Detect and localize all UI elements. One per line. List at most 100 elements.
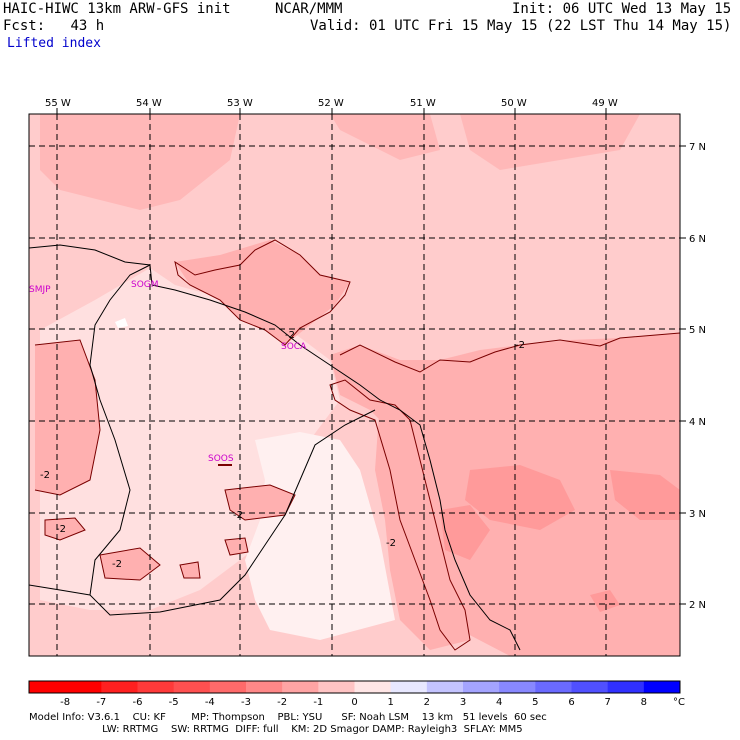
colorbar-tick-label: 1 — [387, 697, 393, 708]
colorbar-swatch — [499, 681, 536, 693]
colorbar-swatch — [535, 681, 572, 693]
fill-north-darker-1 — [40, 114, 240, 210]
fill-deep-2 — [610, 470, 680, 520]
lon-label-53w: 53 W — [227, 98, 253, 109]
colorbar-frame — [28, 680, 681, 694]
colorbar-swatch — [101, 681, 138, 693]
contour-east — [339, 332, 680, 373]
colorbar-swatch — [65, 681, 102, 693]
lon-label-49w: 49 W — [592, 98, 618, 109]
fill-deep-1 — [465, 465, 575, 530]
colorbar-tick-label: -8 — [60, 697, 70, 708]
contour-label: -2 — [40, 470, 50, 481]
colorbar: -8 -7 -6 -5 -4 -3 -2 -1 0 1 2 3 4 5 6 7 8 — [28, 680, 681, 708]
colorbar-tick-label: 5 — [532, 697, 538, 708]
fill-blob-sw3 — [180, 562, 200, 578]
colorbar-tick-label: 8 — [641, 697, 647, 708]
contour-label: -2 — [56, 524, 66, 535]
colorbar-tick-label: -5 — [169, 697, 179, 708]
field-name: Lifted index — [7, 36, 101, 51]
station-sogm: SOGM — [131, 280, 159, 290]
colorbar-swatch — [246, 681, 283, 693]
coastline — [151, 284, 521, 651]
lifted-index-fill — [29, 114, 680, 656]
colorbar-unit: °C — [673, 697, 685, 708]
fill-lightest-patch — [245, 432, 395, 640]
colorbar-swatch — [607, 681, 645, 693]
colorbar-tick-label: 3 — [460, 697, 466, 708]
lon-label-55w: 55 W — [45, 98, 71, 109]
contour-blob-sw3 — [179, 561, 201, 579]
boundary-sw — [29, 584, 91, 596]
colorbar-swatch — [29, 681, 66, 693]
colorbar-swatch — [571, 681, 609, 693]
model-info-line1: Model Info: V3.6.1 CU: KF MP: Thompson P… — [29, 712, 547, 723]
colorbar-swatch — [354, 681, 392, 693]
model-info-line2: LW: RRTMG SW: RRTMG DIFF: full KM: 2D Sm… — [29, 724, 523, 735]
fill-north-darker-2 — [330, 114, 440, 160]
lat-label-3n: 3 N — [689, 509, 706, 520]
contour-west — [34, 339, 101, 496]
ticks — [56, 108, 686, 605]
colorbar-swatch — [643, 681, 681, 693]
lon-label-52w: 52 W — [318, 98, 344, 109]
fill-coast-darker — [375, 400, 470, 650]
fill-north-darker-3 — [460, 114, 640, 170]
fill-deep-3 — [440, 505, 490, 560]
colorbar-tick-label: 2 — [424, 697, 430, 708]
colorbar-tick-label: -1 — [313, 697, 323, 708]
lon-label-51w: 51 W — [410, 98, 436, 109]
map-frame — [28, 113, 681, 657]
colorbar-swatch — [463, 681, 500, 693]
colorbar-tick-label: -6 — [133, 697, 143, 708]
fill-blob-w2 — [45, 518, 85, 540]
organization: NCAR/MMM — [275, 1, 343, 17]
colorbar-tick-label: -4 — [205, 697, 215, 708]
init-time: Init: 06 UTC Wed 13 May 15 — [512, 1, 732, 17]
contour-blob-w2 — [44, 517, 86, 541]
colorbar-swatch — [209, 681, 247, 693]
fill-blob-sw2 — [225, 538, 248, 555]
colorbar-tick-label: 0 — [351, 697, 357, 708]
lon-label-50w: 50 W — [501, 98, 527, 109]
fill-west-blob — [35, 340, 100, 495]
lon-label-54w: 54 W — [136, 98, 162, 109]
colorbar-swatch — [426, 681, 464, 693]
contour-label: -2 — [233, 510, 243, 521]
contour-label: -2 — [112, 559, 122, 570]
forecast-hour: Fcst: 43 h — [3, 18, 105, 34]
contour-label: -2 — [386, 538, 396, 549]
fill-coast-band — [175, 240, 350, 345]
contour-label: -2 — [285, 330, 295, 341]
colorbar-swatch — [282, 681, 319, 693]
colorbar-swatch — [137, 681, 175, 693]
station-soos: SOOS — [208, 454, 234, 464]
station-soca: SOCA — [281, 342, 307, 352]
contour-blob-sw2 — [224, 537, 249, 556]
colorbar-swatch — [318, 681, 355, 693]
fill-deep-4 — [590, 590, 620, 612]
colorbar-tick-label: -3 — [241, 697, 251, 708]
lat-label-2n: 2 N — [689, 600, 706, 611]
colorbar-tick-label: 4 — [496, 697, 502, 708]
contour-blob-sw — [99, 547, 161, 581]
boundaries — [29, 244, 521, 651]
model-title: HAIC-HIWC 13km ARW-GFS init — [3, 1, 231, 17]
lat-label-5n: 5 N — [689, 325, 706, 336]
contour-label: -2 — [515, 340, 525, 351]
valid-time: Valid: 01 UTC Fri 15 May 15 (22 LST Thu … — [310, 18, 732, 34]
colorbar-swatch — [173, 681, 211, 693]
lat-label-6n: 6 N — [689, 234, 706, 245]
graticule — [29, 114, 680, 656]
colorbar-tick-label: 7 — [604, 697, 610, 708]
colorbar-tick-label: 6 — [568, 697, 574, 708]
colorbar-tick-label: -2 — [277, 697, 287, 708]
colorbar-tick-label: -7 — [96, 697, 106, 708]
lat-label-7n: 7 N — [689, 142, 706, 153]
lat-label-4n: 4 N — [689, 417, 706, 428]
station-smjp: SMJP — [29, 285, 51, 295]
fill-sw-blob — [100, 548, 160, 580]
colorbar-swatch — [390, 681, 428, 693]
fill-blob-s — [225, 485, 295, 520]
